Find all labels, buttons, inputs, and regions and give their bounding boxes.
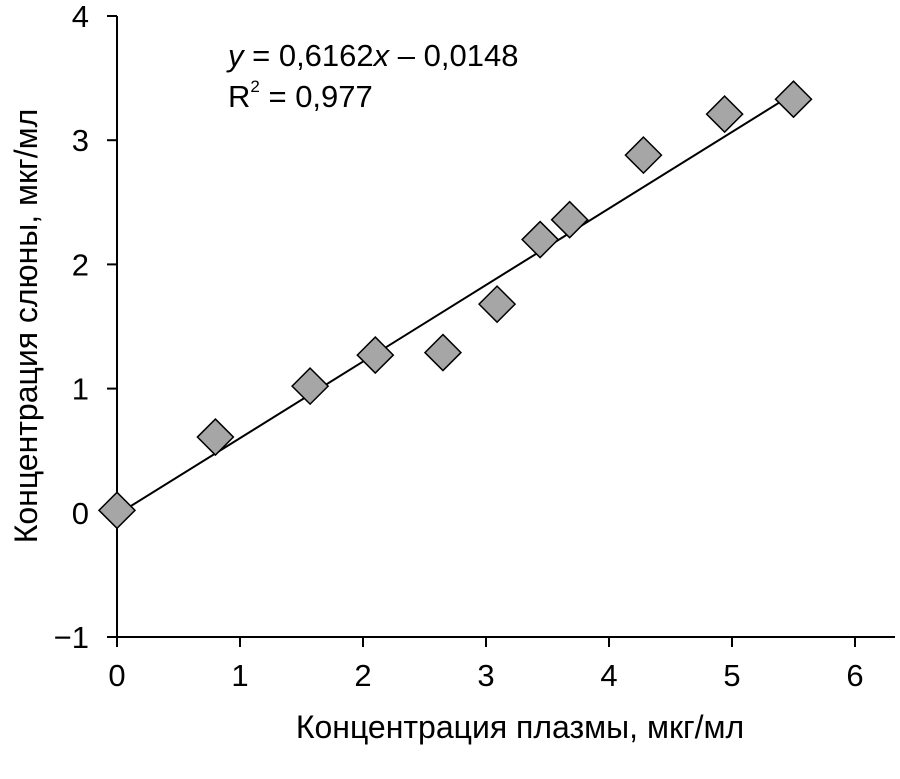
y-tick-label: 0 — [72, 496, 89, 531]
x-tick-label: 4 — [600, 658, 617, 693]
x-tick-label: 6 — [846, 658, 863, 693]
data-point — [624, 136, 663, 175]
trendline — [116, 92, 795, 516]
data-point — [521, 220, 560, 259]
x-ticks: 0 1 2 3 4 5 6 — [108, 637, 864, 693]
data-point — [97, 491, 137, 530]
x-tick-label: 5 — [723, 658, 740, 693]
data-point — [478, 285, 517, 324]
x-tick-label: 0 — [108, 658, 125, 693]
data-point — [705, 95, 744, 134]
y-axis-label: Концентрация слюны, мкг/мл — [8, 109, 44, 544]
y-tick-label: 4 — [72, 0, 89, 34]
data-point — [774, 80, 813, 119]
y-ticks: −1 0 1 2 3 4 — [54, 0, 117, 655]
data-point — [550, 200, 589, 239]
x-tick-label: 2 — [354, 658, 371, 693]
data-point — [356, 336, 395, 375]
y-tick-label: 1 — [72, 372, 89, 407]
y-tick-label: −1 — [54, 620, 89, 655]
x-tick-label: 3 — [477, 658, 494, 693]
y-tick-label: 2 — [72, 247, 89, 282]
data-point — [196, 417, 235, 457]
data-points — [97, 80, 813, 530]
x-axis-label: Концентрация плазмы, мкг/мл — [296, 709, 744, 745]
y-tick-label: 3 — [72, 123, 89, 158]
axes: 0 1 2 3 4 5 6 −1 0 1 2 3 4 — [54, 0, 895, 693]
trendline-equation: y = 0,6162x – 0,0148 — [226, 38, 518, 73]
x-tick-label: 1 — [231, 658, 248, 693]
data-point — [423, 333, 463, 372]
r-squared-label: R2 = 0,977 — [228, 77, 373, 114]
data-point — [291, 367, 330, 406]
